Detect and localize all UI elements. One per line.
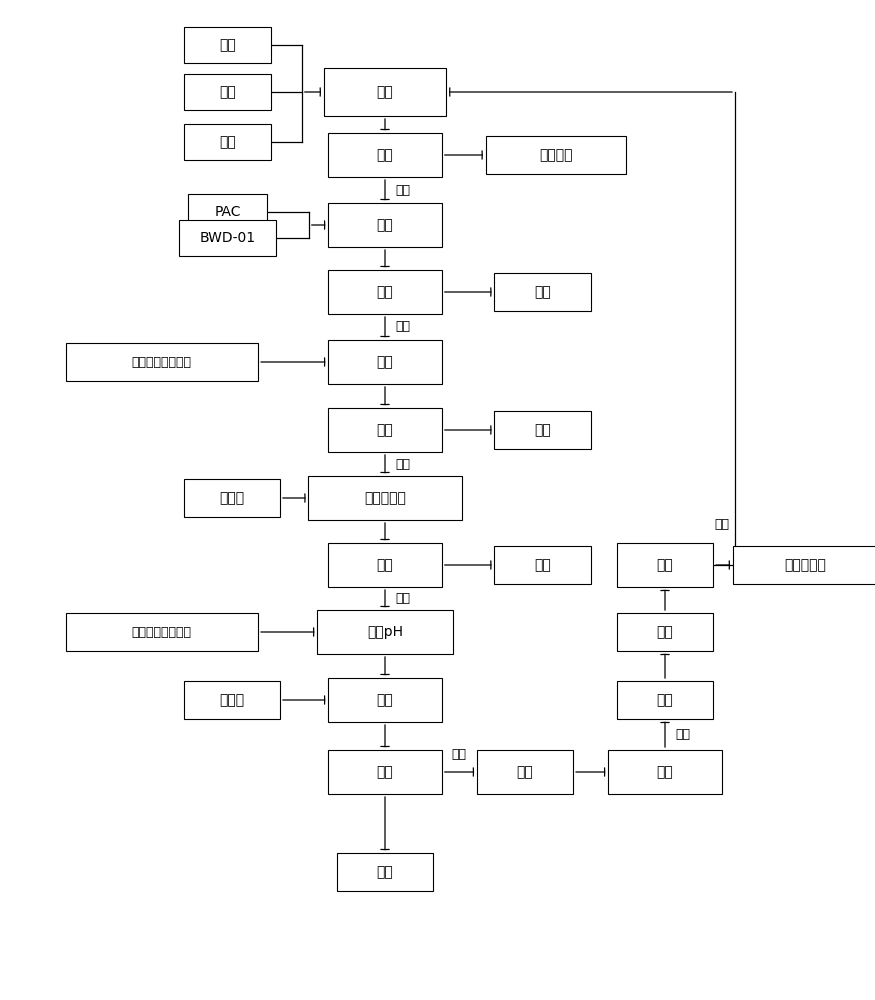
Text: 活性炭: 活性炭 [220, 491, 244, 505]
Text: 滤液: 滤液 [396, 592, 410, 605]
Text: 酸析: 酸析 [376, 355, 394, 369]
FancyBboxPatch shape [328, 203, 442, 247]
Text: 滤液: 滤液 [452, 748, 467, 760]
Text: 硫化氢、二氧化硫: 硫化氢、二氧化硫 [132, 626, 192, 639]
FancyBboxPatch shape [184, 124, 271, 160]
Text: PAC: PAC [214, 205, 241, 219]
Text: 氧化: 氧化 [376, 85, 394, 99]
Text: 过滤: 过滤 [376, 148, 394, 162]
Text: 回收硫磺: 回收硫磺 [539, 148, 572, 162]
Text: 滤液: 滤液 [396, 184, 410, 196]
Text: 液碱: 液碱 [219, 135, 236, 149]
FancyBboxPatch shape [328, 678, 442, 722]
FancyBboxPatch shape [617, 543, 713, 587]
Text: 过滤: 过滤 [376, 558, 394, 572]
FancyBboxPatch shape [328, 133, 442, 177]
FancyBboxPatch shape [318, 610, 453, 654]
FancyBboxPatch shape [608, 750, 722, 794]
Text: 浓缩: 浓缩 [516, 765, 534, 779]
FancyBboxPatch shape [494, 411, 591, 449]
Text: 结晶: 结晶 [656, 625, 674, 639]
FancyBboxPatch shape [188, 194, 267, 230]
Text: 滤液: 滤液 [396, 320, 410, 334]
FancyBboxPatch shape [733, 546, 875, 584]
Text: 硫代硫酸钠: 硫代硫酸钠 [784, 558, 826, 572]
Text: 废渣: 废渣 [534, 558, 551, 572]
Text: 废渣: 废渣 [376, 865, 394, 879]
FancyBboxPatch shape [328, 340, 442, 384]
Text: 滤液: 滤液 [396, 458, 410, 471]
Text: 硫磺: 硫磺 [219, 38, 236, 52]
FancyBboxPatch shape [328, 270, 442, 314]
Text: 过滤: 过滤 [376, 423, 394, 437]
Text: 离心: 离心 [656, 558, 674, 572]
Text: 降温: 降温 [656, 693, 674, 707]
FancyBboxPatch shape [184, 479, 280, 517]
Text: 硫化氢、二氧化硫: 硫化氢、二氧化硫 [132, 356, 192, 368]
Text: 过滤: 过滤 [376, 285, 394, 299]
FancyBboxPatch shape [477, 750, 573, 794]
Text: 废渣: 废渣 [534, 285, 551, 299]
FancyBboxPatch shape [66, 343, 258, 381]
Text: 活性炭吸附: 活性炭吸附 [364, 491, 406, 505]
FancyBboxPatch shape [494, 546, 591, 584]
FancyBboxPatch shape [179, 220, 276, 256]
FancyBboxPatch shape [184, 74, 271, 110]
Text: BWD-01: BWD-01 [200, 231, 255, 245]
Text: 还原: 还原 [376, 693, 394, 707]
FancyBboxPatch shape [184, 27, 271, 63]
FancyBboxPatch shape [494, 273, 591, 311]
FancyBboxPatch shape [309, 476, 462, 520]
FancyBboxPatch shape [617, 613, 713, 651]
Text: 过滤: 过滤 [376, 765, 394, 779]
Text: 氧气: 氧气 [219, 85, 236, 99]
Text: 滤液: 滤液 [714, 518, 730, 531]
FancyBboxPatch shape [184, 681, 280, 719]
FancyBboxPatch shape [617, 681, 713, 719]
Text: 过滤: 过滤 [656, 765, 674, 779]
Text: 废渣: 废渣 [534, 423, 551, 437]
FancyBboxPatch shape [486, 136, 626, 174]
FancyBboxPatch shape [337, 853, 433, 891]
FancyBboxPatch shape [328, 750, 442, 794]
FancyBboxPatch shape [328, 543, 442, 587]
Text: 调节pH: 调节pH [367, 625, 403, 639]
FancyBboxPatch shape [66, 613, 258, 651]
Text: 保险粉: 保险粉 [220, 693, 244, 707]
Text: 滤液: 滤液 [676, 728, 690, 741]
Text: 絮凝: 絮凝 [376, 218, 394, 232]
FancyBboxPatch shape [328, 408, 442, 452]
FancyBboxPatch shape [324, 68, 446, 116]
